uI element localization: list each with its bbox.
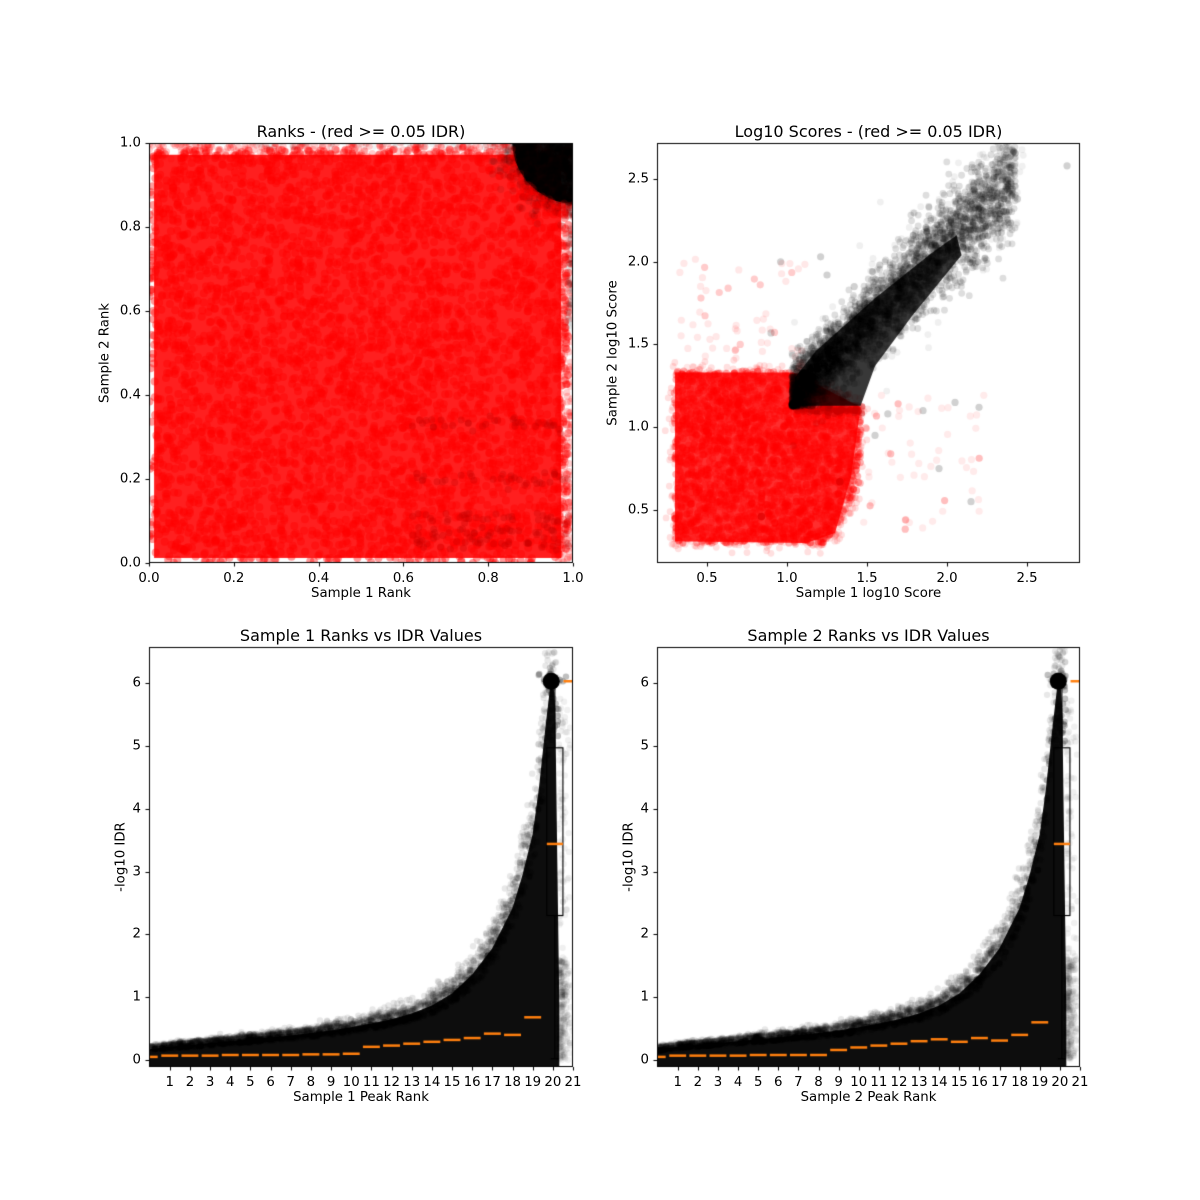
y-tick-label: 1 <box>132 989 141 1005</box>
x-tick-label: 1.0 <box>776 571 798 586</box>
x-tick-label: 8 <box>306 1075 316 1090</box>
x-tick-label: 2 <box>185 1075 195 1090</box>
chart-3-title: Sample 2 Ranks vs IDR Values <box>747 626 990 645</box>
x-tick-label: 0.4 <box>308 571 330 586</box>
x-tick-label: 3 <box>205 1075 215 1090</box>
x-tick-label: 1 <box>673 1075 682 1090</box>
y-tick-label: 2 <box>132 926 141 942</box>
x-tick-label: 18 <box>504 1075 521 1090</box>
x-tick-label: 8 <box>814 1075 823 1090</box>
x-tick-label: 3 <box>713 1075 723 1090</box>
x-tick-label: 0.8 <box>477 571 499 586</box>
chart-3-xlabel: Sample 2 Peak Rank <box>800 1090 937 1105</box>
x-tick-label: 0.5 <box>696 571 718 586</box>
x-tick-label: 5 <box>246 1075 255 1090</box>
y-tick-label: 1.5 <box>627 336 649 352</box>
y-tick-label: 2 <box>640 926 649 942</box>
y-tick-label: 1.0 <box>119 135 141 151</box>
chart-1-xlabel: Sample 1 log10 Score <box>795 586 942 601</box>
x-tick-label: 21 <box>1071 1075 1089 1090</box>
x-tick-label: 9 <box>834 1075 843 1090</box>
x-tick-label: 11 <box>870 1075 888 1090</box>
y-tick-label: 0.2 <box>119 471 141 487</box>
x-tick-label: 6 <box>774 1075 783 1090</box>
y-tick-label: 0 <box>640 1052 649 1068</box>
x-tick-label: 11 <box>362 1075 380 1090</box>
y-tick-label: 3 <box>132 864 141 880</box>
chart-0-title: Ranks - (red >= 0.05 IDR) <box>256 122 466 141</box>
x-tick-label: 10 <box>342 1075 360 1090</box>
x-tick-label: 6 <box>266 1075 275 1090</box>
y-tick-label: 0.0 <box>119 555 141 571</box>
x-tick-label: 5 <box>753 1075 763 1090</box>
x-tick-label: 20 <box>544 1075 562 1090</box>
y-tick-label: 0 <box>132 1052 141 1068</box>
x-tick-label: 19 <box>524 1075 542 1090</box>
x-tick-label: 15 <box>950 1075 968 1090</box>
x-tick-label: 9 <box>326 1075 336 1090</box>
chart-3-ylabel: -log10 IDR <box>621 822 637 892</box>
x-tick-label: 21 <box>564 1075 582 1090</box>
x-tick-label: 1.0 <box>562 571 584 586</box>
chart-1-ylabel: Sample 2 log10 Score <box>605 280 621 426</box>
x-tick-label: 13 <box>403 1075 421 1090</box>
y-tick-label: 0.4 <box>119 387 141 403</box>
chart-0-ylabel: Sample 2 Rank <box>97 303 113 403</box>
x-tick-label: 7 <box>286 1075 295 1090</box>
chart-2-ylabel: -log10 IDR <box>113 822 129 892</box>
x-tick-label: 17 <box>483 1075 501 1090</box>
x-tick-label: 13 <box>910 1075 928 1090</box>
y-tick-label: 0.8 <box>119 219 141 235</box>
y-tick-label: 0.5 <box>627 502 649 518</box>
x-tick-label: 2.5 <box>1016 571 1038 586</box>
y-tick-label: 2.5 <box>627 171 649 187</box>
y-tick-label: 0.6 <box>119 303 141 319</box>
x-tick-label: 2 <box>693 1075 703 1090</box>
x-tick-label: 2.0 <box>936 571 958 586</box>
x-tick-label: 0.6 <box>392 571 414 586</box>
x-tick-label: 16 <box>970 1075 988 1090</box>
y-tick-label: 3 <box>640 864 649 880</box>
x-tick-label: 1 <box>165 1075 174 1090</box>
x-tick-label: 12 <box>383 1075 400 1090</box>
y-tick-label: 1.0 <box>627 419 649 435</box>
x-tick-label: 16 <box>463 1075 481 1090</box>
x-tick-label: 20 <box>1051 1075 1069 1090</box>
x-tick-label: 10 <box>850 1075 868 1090</box>
y-tick-label: 4 <box>132 801 141 817</box>
y-tick-label: 5 <box>132 738 141 754</box>
y-tick-label: 5 <box>640 738 649 754</box>
x-tick-label: 18 <box>1011 1075 1029 1090</box>
x-tick-label: 1.5 <box>856 571 878 586</box>
chart-0-xlabel: Sample 1 Rank <box>311 586 411 601</box>
chart-2-title: Sample 1 Ranks vs IDR Values <box>239 626 483 645</box>
chart-1-title: Log10 Scores - (red >= 0.05 IDR) <box>734 122 1003 141</box>
x-tick-label: 15 <box>443 1075 461 1090</box>
chart-2-xlabel: Sample 1 Peak Rank <box>293 1090 429 1105</box>
x-tick-label: 7 <box>794 1075 803 1090</box>
x-tick-label: 17 <box>991 1075 1008 1090</box>
x-tick-label: 4 <box>733 1075 743 1090</box>
x-tick-label: 0.0 <box>138 571 160 586</box>
y-tick-label: 2.0 <box>627 254 649 270</box>
y-tick-label: 4 <box>640 801 649 817</box>
x-tick-label: 19 <box>1031 1075 1049 1090</box>
y-tick-label: 6 <box>640 675 649 691</box>
y-tick-label: 6 <box>132 675 141 691</box>
x-tick-label: 12 <box>890 1075 908 1090</box>
y-tick-label: 1 <box>640 989 649 1005</box>
x-tick-label: 4 <box>226 1075 235 1090</box>
x-tick-label: 14 <box>423 1075 441 1090</box>
x-tick-label: 0.2 <box>223 571 245 586</box>
x-tick-label: 14 <box>930 1075 948 1090</box>
